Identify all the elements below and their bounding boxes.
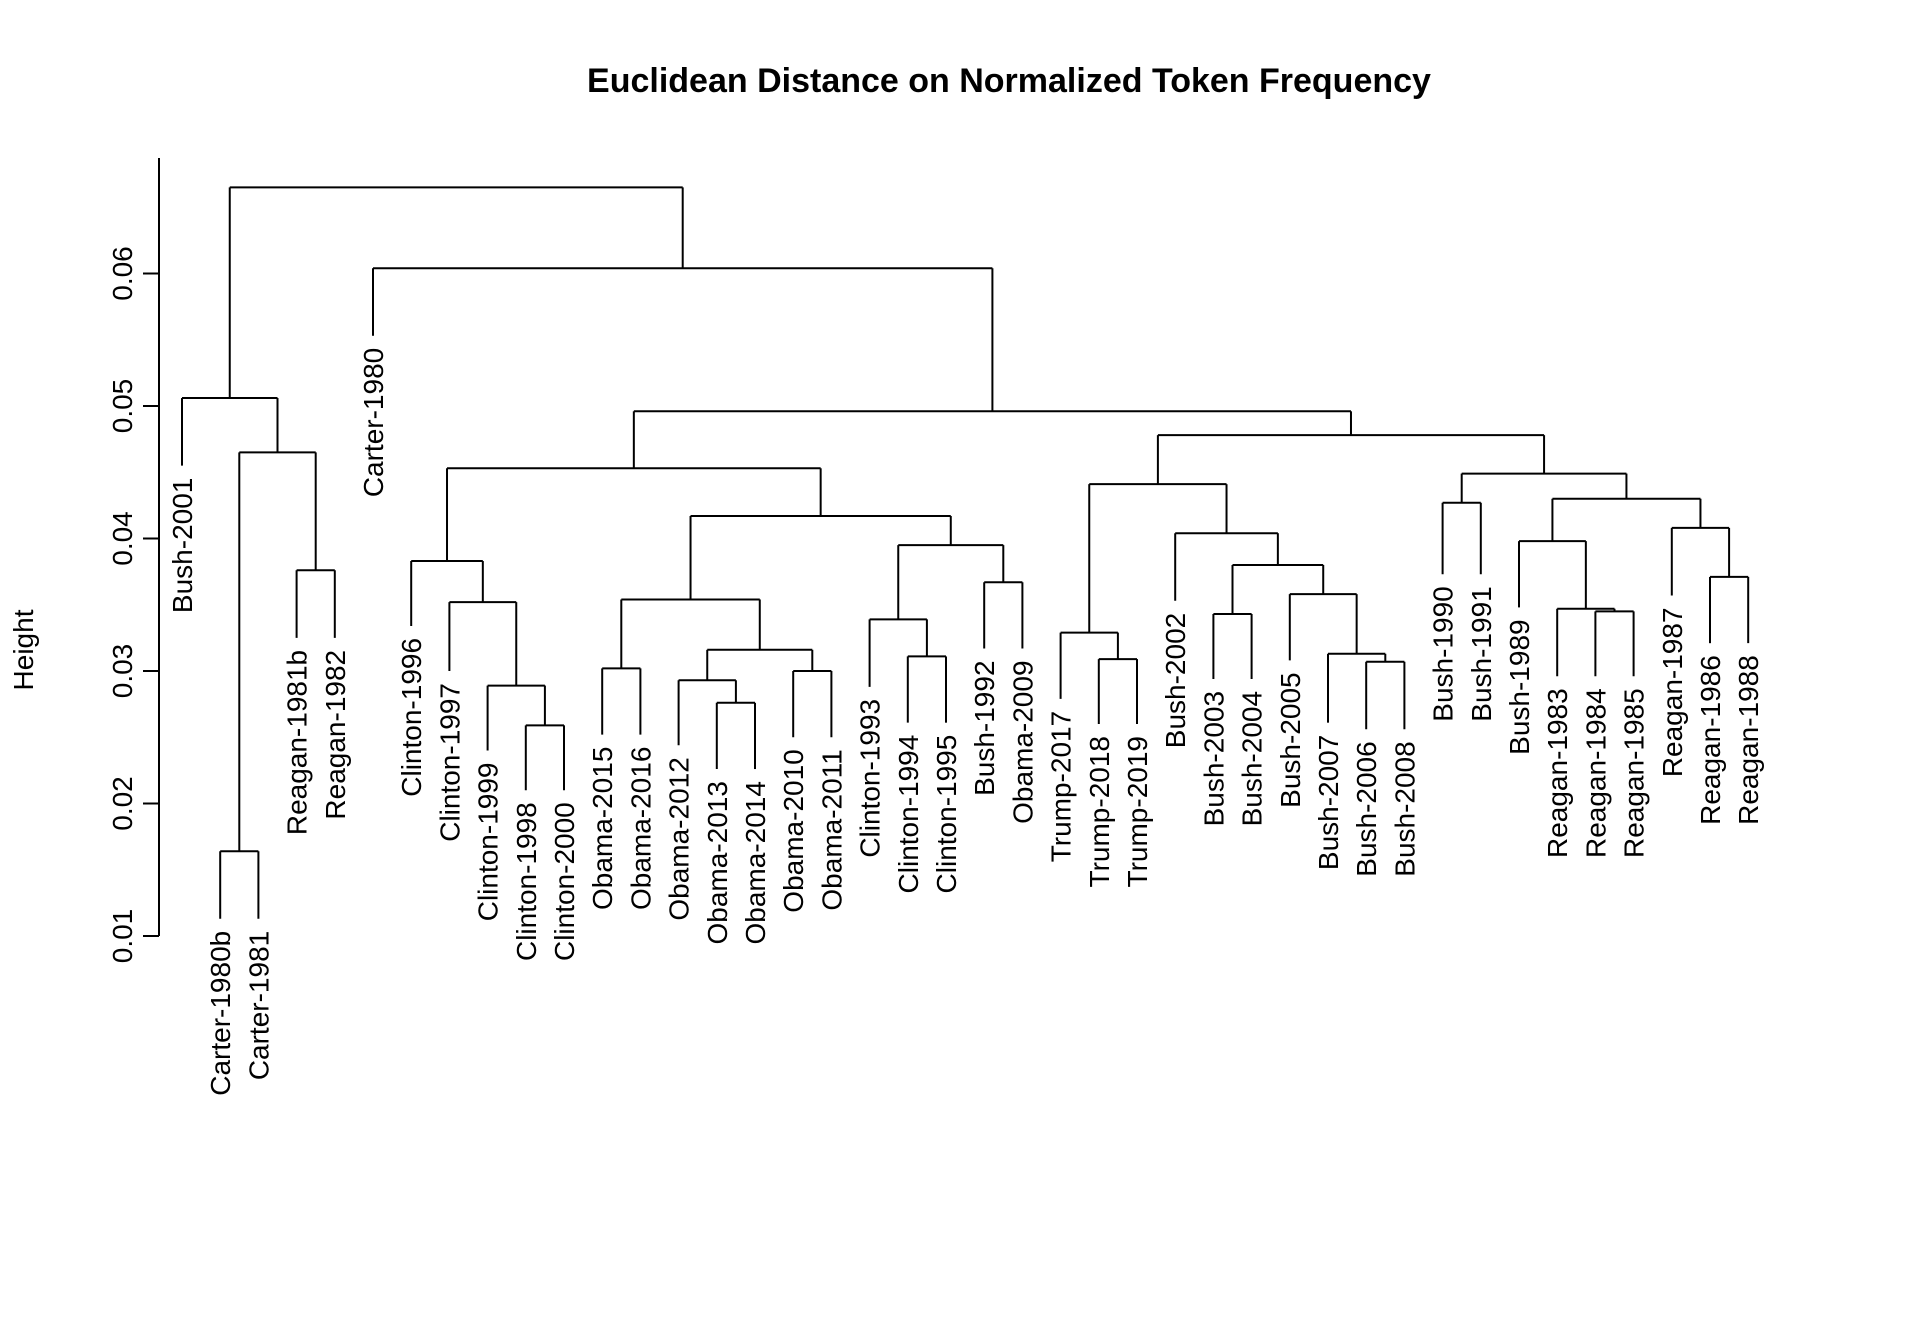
leaf-label: Carter-1980 [358,348,389,497]
leaf-label: Clinton-1995 [931,735,962,894]
y-tick-label: 0.04 [107,511,138,566]
leaf-label: Obama-2013 [702,781,733,944]
leaf-label: Bush-2003 [1198,691,1229,826]
leaf-label: Bush-2007 [1313,735,1344,870]
leaf-label: Bush-1990 [1428,586,1459,721]
leaf-label: Clinton-1998 [511,802,542,961]
leaf-label: Bush-2002 [1160,613,1191,748]
leaf-label: Bush-2001 [167,478,198,613]
leaf-label: Bush-2008 [1389,741,1420,876]
leaf-label: Trump-2018 [1084,736,1115,887]
y-tick-label: 0.05 [107,379,138,434]
y-tick-label: 0.01 [107,909,138,964]
leaf-label: Carter-1981 [243,931,274,1080]
chart-title: Euclidean Distance on Normalized Token F… [587,62,1431,100]
leaf-label: Obama-2015 [587,747,618,910]
leaf-label: Bush-2004 [1237,691,1268,826]
leaf-label: Clinton-1996 [396,638,427,797]
leaf-label: Trump-2017 [1046,711,1077,862]
leaf-label: Trump-2019 [1122,736,1153,887]
leaf-label: Bush-1992 [969,660,1000,795]
leaf-label: Carter-1980b [205,931,236,1096]
leaf-label: Bush-1989 [1504,619,1535,754]
leaf-label: Obama-2016 [625,747,656,910]
leaf-label: Obama-2009 [1007,660,1038,823]
leaf-label: Reagan-1985 [1619,688,1650,858]
y-tick-label: 0.03 [107,644,138,699]
leaf-label: Clinton-1993 [855,699,886,858]
leaf-label: Bush-2005 [1275,672,1306,807]
leaf-label: Reagan-1988 [1733,655,1764,825]
leaf-label: Reagan-1987 [1657,607,1688,777]
leaf-label: Obama-2010 [778,749,809,912]
leaf-label: Obama-2011 [816,749,847,910]
leaf-labels: Bush-2001 Carter-1980b Carter-1981 Reagan-1… [167,348,1764,1096]
leaf-label: Clinton-1997 [434,683,465,842]
leaf-label: Bush-2006 [1351,741,1382,876]
y-tick-label: 0.06 [107,246,138,301]
leaf-label: Bush-1991 [1466,586,1497,721]
leaf-label: Obama-2012 [664,757,695,920]
leaf-label: Reagan-1984 [1580,688,1611,858]
y-axis: 0.01 0.02 0.03 0.04 0.05 0.06 [107,158,160,964]
y-axis-label: Height [8,609,39,690]
leaf-label: Reagan-1983 [1542,688,1573,858]
dendrogram-links [181,186,1750,919]
leaf-label: Clinton-2000 [549,802,580,961]
leaf-label: Clinton-1994 [893,735,924,894]
leaf-label: Clinton-1999 [473,763,504,922]
y-tick-label: 0.02 [107,776,138,831]
leaf-label: Obama-2014 [740,781,771,944]
leaf-label: Reagan-1986 [1695,655,1726,825]
leaf-label: Reagan-1982 [320,650,351,820]
leaf-label: Reagan-1981b [282,650,313,835]
